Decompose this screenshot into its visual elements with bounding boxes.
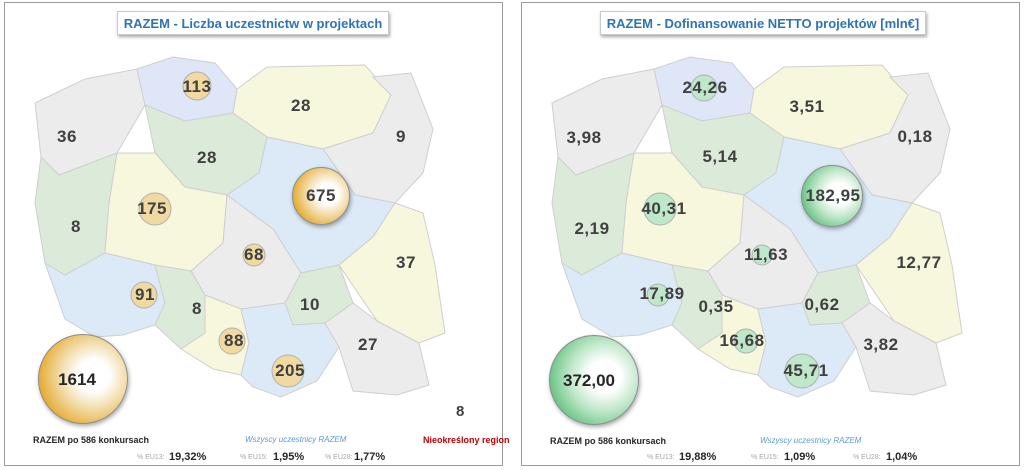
- eu13-value: 19,88%: [679, 451, 717, 463]
- funding-map-panel: RAZEM - Dofinansowanie NETTO projektów […: [521, 2, 1020, 466]
- value-podkarpackie: 27: [358, 335, 378, 354]
- total-value: 1614: [58, 370, 96, 389]
- eu28-value: 1,77%: [354, 451, 386, 463]
- value-lodzkie: 11,63: [743, 245, 789, 264]
- undefined-region-label: Nieokreślony region: [423, 435, 510, 445]
- bubble-wielkopolskie: [138, 192, 172, 226]
- value-wielkopolskie: 40,31: [641, 199, 687, 218]
- value-pomorskie: 24,26: [682, 78, 728, 97]
- value-podlaskie: 9: [396, 127, 406, 146]
- value-lubelskie: 12,77: [896, 253, 942, 272]
- eu13-value: 19,32%: [169, 451, 207, 463]
- value-lubuskie: 2,19: [574, 219, 610, 238]
- value-malopolskie: 45,71: [783, 361, 829, 380]
- eu28-label: % EU28:: [853, 454, 881, 461]
- value-dolnoslaskie: 91: [135, 285, 155, 304]
- region-podkarpackie: [324, 302, 430, 396]
- value-opolskie: 0,35: [698, 297, 734, 316]
- bubble-malopolskie: [784, 353, 820, 389]
- total-bubble: [549, 335, 639, 425]
- value-swietokrzyskie: 0,62: [804, 295, 840, 314]
- bubble-dolnoslaskie: [646, 283, 670, 307]
- value-pomorskie: 113: [182, 77, 212, 96]
- value-kujawsko-pomorskie: 5,14: [702, 147, 738, 166]
- value-lodzkie: 68: [244, 245, 264, 264]
- eu13-label: % EU13:: [137, 454, 165, 461]
- eu28-value: 1,04%: [886, 451, 918, 463]
- eu13-label: % EU13:: [647, 454, 675, 461]
- map-title: RAZEM - Liczba uczestnictw w projektach: [117, 11, 389, 35]
- value-podlaskie: 0,18: [897, 127, 933, 146]
- eu15-value: 1,09%: [784, 451, 816, 463]
- bubble-pomorskie: [182, 71, 212, 101]
- value-dolnoslaskie: 17,89: [639, 284, 685, 303]
- bubble-slaskie: [733, 328, 759, 354]
- eu15-value: 1,95%: [273, 451, 305, 463]
- region-malopolskie: [757, 302, 857, 398]
- value-zachodniopomorskie: 36: [57, 127, 77, 146]
- poland-map: [34, 56, 446, 398]
- value-lubelskie: 37: [396, 253, 416, 272]
- value-lubuskie: 8: [71, 217, 81, 236]
- all-participants-label: Wszyscy uczestnicy RAZEM: [760, 436, 862, 445]
- value-zachodniopomorskie: 3,98: [566, 128, 602, 147]
- eu15-label: % EU15:: [751, 454, 779, 461]
- bubble-dolnoslaskie: [130, 281, 158, 309]
- value-swietokrzyskie: 10: [300, 295, 320, 314]
- footer-label: RAZEM po 586 konkursach: [33, 435, 150, 445]
- bubble-mazowieckie-gradient: [292, 167, 350, 225]
- map-title: RAZEM - Dofinansowanie NETTO projektów […: [600, 11, 926, 35]
- value-slaskie: 16,68: [719, 331, 765, 350]
- value-kujawsko-pomorskie: 28: [197, 148, 217, 167]
- bubble-wielkopolskie: [643, 192, 677, 226]
- value-malopolskie: 205: [275, 361, 305, 380]
- participation-map-panel: RAZEM - Liczba uczestnictw w projektach: [4, 2, 510, 466]
- total-bubble: [38, 334, 128, 424]
- value-warminsko-mazurskie: 28: [291, 96, 311, 115]
- bubble-malopolskie: [271, 354, 305, 388]
- region-malopolskie: [240, 302, 340, 398]
- bubble-pomorskie: [690, 74, 718, 102]
- eu15-label: % EU15:: [240, 454, 268, 461]
- all-participants-label: Wszyscy uczestnicy RAZEM: [245, 435, 347, 444]
- bubble-lodzkie: [242, 243, 266, 267]
- total-value: 372,00: [563, 371, 615, 390]
- value-wielkopolskie: 175: [137, 199, 167, 218]
- undefined-region-value: 8: [456, 403, 465, 420]
- value-slaskie: 88: [224, 331, 244, 350]
- value-opolskie: 8: [192, 299, 202, 318]
- bubble-lodzkie: [751, 244, 773, 266]
- value-podkarpackie: 3,82: [863, 335, 899, 354]
- bubble-slaskie: [218, 327, 246, 355]
- footer-label: RAZEM po 586 konkursach: [550, 436, 667, 446]
- value-mazowieckie: 182,95: [805, 186, 861, 205]
- value-mazowieckie: 675: [306, 186, 336, 205]
- region-podkarpackie: [841, 302, 947, 396]
- bubble-mazowieckie-gradient: [801, 165, 863, 227]
- eu28-label: % EU28:: [325, 454, 353, 461]
- value-warminsko-mazurskie: 3,51: [789, 97, 825, 116]
